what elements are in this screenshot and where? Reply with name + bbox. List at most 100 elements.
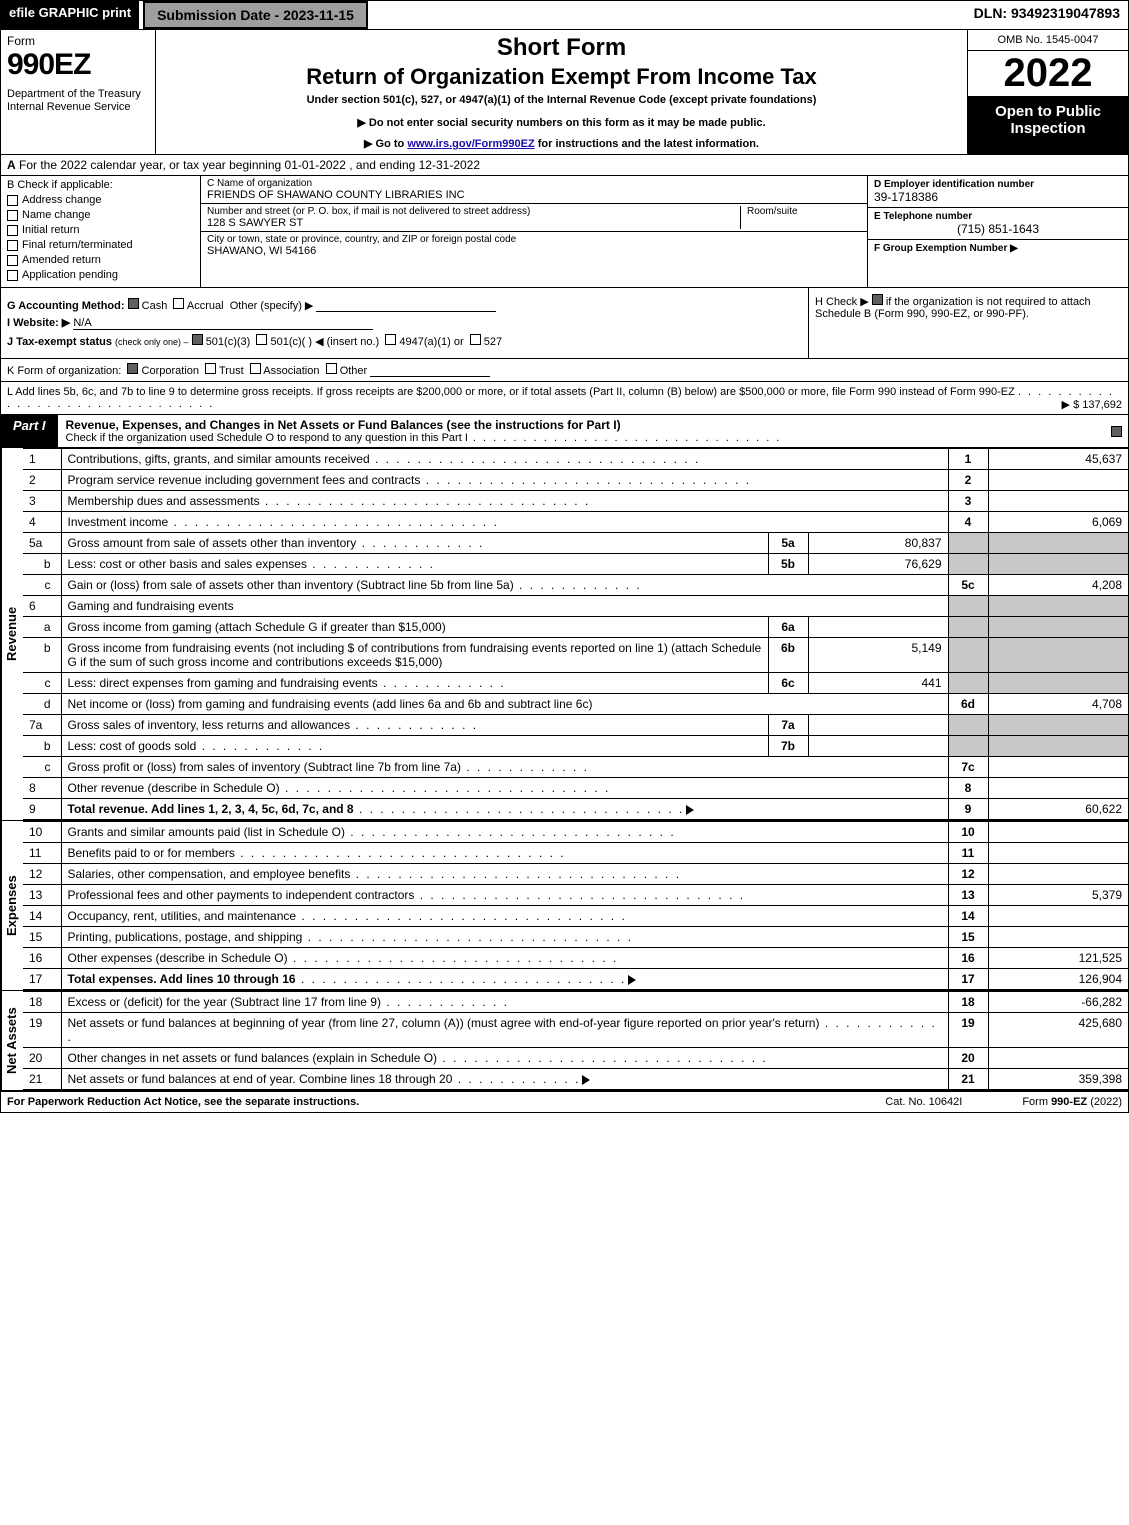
chk-527[interactable] <box>470 334 481 345</box>
l-label: L <box>7 386 13 398</box>
chk-trust[interactable] <box>205 363 216 374</box>
r-val-shade <box>988 554 1128 575</box>
mid-ln: 6c <box>768 673 808 694</box>
part1-title: Revenue, Expenses, and Changes in Net As… <box>58 415 1104 447</box>
r-ln-shade <box>948 673 988 694</box>
chk-corporation[interactable] <box>127 363 138 374</box>
dots-icon <box>461 760 589 774</box>
table-row: 8 Other revenue (describe in Schedule O)… <box>23 778 1128 799</box>
table-row: 6 Gaming and fundraising events <box>23 596 1128 617</box>
r-val <box>988 906 1128 927</box>
section-net-assets: Net Assets 18Excess or (deficit) for the… <box>1 991 1128 1092</box>
desc: Occupancy, rent, utilities, and maintena… <box>68 909 297 923</box>
g-other-input[interactable] <box>316 299 496 312</box>
r-val: 121,525 <box>988 948 1128 969</box>
header-mid: Short Form Return of Organization Exempt… <box>156 30 968 154</box>
r-ln: 10 <box>948 822 988 843</box>
form-990ez: efile GRAPHIC print Submission Date - 20… <box>0 0 1129 1113</box>
phone-value: (715) 851-1643 <box>874 222 1122 236</box>
under-section: Under section 501(c), 527, or 4947(a)(1)… <box>164 94 959 106</box>
r-ln: 6d <box>948 694 988 715</box>
r-val <box>988 757 1128 778</box>
chk-name-change[interactable] <box>7 210 18 221</box>
revenue-table: 1 Contributions, gifts, grants, and simi… <box>23 448 1128 820</box>
chk-corporation-label: Corporation <box>142 365 199 377</box>
dept-label: Department of the Treasury Internal Reve… <box>7 88 149 114</box>
r-ln: 3 <box>948 491 988 512</box>
part1-check-line: Check if the organization used Schedule … <box>66 432 468 444</box>
ln: b <box>23 554 61 575</box>
table-row: b Less: cost or other basis and sales ex… <box>23 554 1128 575</box>
desc: Gross profit or (loss) from sales of inv… <box>68 760 461 774</box>
desc: Net assets or fund balances at beginning… <box>68 1016 820 1030</box>
efile-print-button[interactable]: efile GRAPHIC print <box>1 1 139 29</box>
dots-icon <box>350 867 681 881</box>
r-ln: 5c <box>948 575 988 596</box>
irs-link[interactable]: www.irs.gov/Form990EZ <box>407 138 534 150</box>
r-val <box>988 822 1128 843</box>
c-street-label: Number and street (or P. O. box, if mail… <box>207 206 734 217</box>
chk-final-return[interactable] <box>7 240 18 251</box>
dots-icon <box>437 1051 768 1065</box>
r-ln: 4 <box>948 512 988 533</box>
ln: 6 <box>23 596 61 617</box>
r-val: 4,208 <box>988 575 1128 596</box>
b-head: Check if applicable: <box>17 179 112 191</box>
r-val <box>988 778 1128 799</box>
chk-h[interactable] <box>872 294 883 305</box>
table-row: 4 Investment income 4 6,069 <box>23 512 1128 533</box>
r-val-shade <box>988 736 1128 757</box>
org-city: SHAWANO, WI 54166 <box>207 245 861 257</box>
dots-icon <box>468 432 781 444</box>
dots-icon <box>420 473 751 487</box>
table-row: 2 Program service revenue including gove… <box>23 470 1128 491</box>
desc: Less: direct expenses from gaming and fu… <box>68 676 378 690</box>
chk-accrual[interactable] <box>173 298 184 309</box>
chk-501c3-label: 501(c)(3) <box>206 336 251 348</box>
mid-ln: 5a <box>768 533 808 554</box>
block-bcdef: B Check if applicable: Address change Na… <box>1 176 1128 288</box>
netassets-table: 18Excess or (deficit) for the year (Subt… <box>23 991 1128 1090</box>
chk-trust-label: Trust <box>219 365 244 377</box>
line-l: L Add lines 5b, 6c, and 7b to line 9 to … <box>1 382 1128 415</box>
table-row: 15Printing, publications, postage, and s… <box>23 927 1128 948</box>
website-value: N/A <box>73 317 373 330</box>
r-ln-shade <box>948 638 988 673</box>
ln: c <box>23 673 61 694</box>
mid-val <box>808 617 948 638</box>
ln: 8 <box>23 778 61 799</box>
chk-501c[interactable] <box>256 334 267 345</box>
table-row: 7a Gross sales of inventory, less return… <box>23 715 1128 736</box>
j-label: J Tax-exempt status <box>7 336 112 348</box>
desc: Gain or (loss) from sale of assets other… <box>68 578 514 592</box>
table-row: b Less: cost of goods sold 7b <box>23 736 1128 757</box>
table-row: 3 Membership dues and assessments 3 <box>23 491 1128 512</box>
dots-icon <box>302 930 633 944</box>
chk-cash[interactable] <box>128 298 139 309</box>
mid-ln: 5b <box>768 554 808 575</box>
expenses-table: 10Grants and similar amounts paid (list … <box>23 821 1128 990</box>
chk-association[interactable] <box>250 363 261 374</box>
chk-initial-return[interactable] <box>7 225 18 236</box>
chk-amended-return[interactable] <box>7 255 18 266</box>
dots-icon <box>345 825 676 839</box>
r-val-shade <box>988 596 1128 617</box>
desc: Investment income <box>68 515 169 529</box>
r-val <box>988 1048 1128 1069</box>
chk-initial-return-label: Initial return <box>22 224 79 236</box>
chk-other-org[interactable] <box>326 363 337 374</box>
org-name: FRIENDS OF SHAWANO COUNTY LIBRARIES INC <box>207 189 861 201</box>
chk-part1-schedule-o[interactable] <box>1111 426 1122 437</box>
other-org-input[interactable] <box>370 364 490 377</box>
ln: b <box>23 736 61 757</box>
ln: 11 <box>23 843 61 864</box>
chk-address-change[interactable] <box>7 195 18 206</box>
chk-501c3[interactable] <box>192 334 203 345</box>
chk-4947[interactable] <box>385 334 396 345</box>
line-a-text: For the 2022 calendar year, or tax year … <box>19 158 480 172</box>
chk-527-label: 527 <box>484 336 502 348</box>
ln: 20 <box>23 1048 61 1069</box>
chk-application-pending[interactable] <box>7 270 18 281</box>
table-row: 10Grants and similar amounts paid (list … <box>23 822 1128 843</box>
revenue-vlabel: Revenue <box>1 448 23 820</box>
